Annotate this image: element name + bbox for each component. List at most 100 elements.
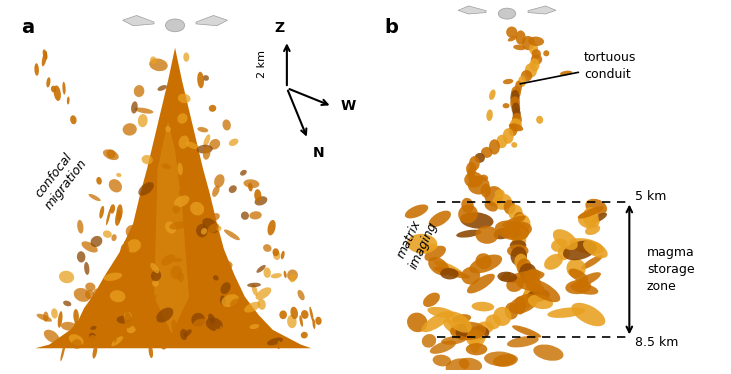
Ellipse shape <box>131 101 137 114</box>
Ellipse shape <box>58 311 63 328</box>
Ellipse shape <box>469 255 502 273</box>
Ellipse shape <box>116 204 123 221</box>
Ellipse shape <box>461 267 480 285</box>
Ellipse shape <box>469 156 480 171</box>
Ellipse shape <box>141 254 146 266</box>
Ellipse shape <box>578 213 599 229</box>
Ellipse shape <box>99 206 105 219</box>
Ellipse shape <box>229 185 237 193</box>
Ellipse shape <box>77 251 86 263</box>
Ellipse shape <box>486 109 493 121</box>
Ellipse shape <box>109 179 122 193</box>
Ellipse shape <box>502 215 526 227</box>
Ellipse shape <box>214 329 221 336</box>
Ellipse shape <box>485 315 501 329</box>
Ellipse shape <box>591 213 607 223</box>
Ellipse shape <box>157 85 167 91</box>
Ellipse shape <box>162 163 170 169</box>
Ellipse shape <box>560 71 572 76</box>
Ellipse shape <box>257 299 266 310</box>
Ellipse shape <box>149 58 167 71</box>
Ellipse shape <box>407 313 428 332</box>
Ellipse shape <box>149 314 156 327</box>
Ellipse shape <box>525 63 537 78</box>
Ellipse shape <box>152 280 159 287</box>
Ellipse shape <box>572 272 601 288</box>
Ellipse shape <box>124 312 132 320</box>
Ellipse shape <box>509 294 539 314</box>
Ellipse shape <box>84 262 89 275</box>
Ellipse shape <box>279 310 287 319</box>
Ellipse shape <box>191 263 206 269</box>
Ellipse shape <box>222 340 234 347</box>
Ellipse shape <box>180 329 188 340</box>
Ellipse shape <box>233 318 240 331</box>
Ellipse shape <box>124 312 132 328</box>
Ellipse shape <box>513 45 526 50</box>
Ellipse shape <box>211 330 221 340</box>
Ellipse shape <box>300 315 303 327</box>
Ellipse shape <box>477 321 493 333</box>
Ellipse shape <box>526 279 540 299</box>
Ellipse shape <box>139 265 156 272</box>
Ellipse shape <box>53 85 61 101</box>
Ellipse shape <box>551 239 567 252</box>
Ellipse shape <box>570 283 599 295</box>
Ellipse shape <box>510 240 526 251</box>
Polygon shape <box>123 15 154 26</box>
Ellipse shape <box>183 311 188 328</box>
Ellipse shape <box>569 269 588 282</box>
Ellipse shape <box>142 155 153 164</box>
Ellipse shape <box>93 288 99 296</box>
Ellipse shape <box>110 204 115 214</box>
Ellipse shape <box>103 149 119 160</box>
Ellipse shape <box>456 230 482 237</box>
Ellipse shape <box>405 205 428 218</box>
Ellipse shape <box>224 230 240 240</box>
Text: W: W <box>341 99 356 113</box>
Ellipse shape <box>170 266 182 279</box>
Ellipse shape <box>243 179 260 188</box>
Ellipse shape <box>238 329 241 338</box>
Ellipse shape <box>209 105 216 112</box>
Ellipse shape <box>203 147 211 160</box>
Text: 2 km: 2 km <box>257 50 268 78</box>
Ellipse shape <box>446 312 471 332</box>
Ellipse shape <box>178 272 184 282</box>
Ellipse shape <box>544 254 563 270</box>
Ellipse shape <box>422 334 436 348</box>
Ellipse shape <box>163 325 170 340</box>
Ellipse shape <box>254 196 268 206</box>
Ellipse shape <box>248 183 253 191</box>
Ellipse shape <box>205 303 214 311</box>
Ellipse shape <box>208 313 215 324</box>
Ellipse shape <box>569 238 605 254</box>
Ellipse shape <box>433 267 470 279</box>
Ellipse shape <box>183 52 189 62</box>
Ellipse shape <box>173 205 180 214</box>
Ellipse shape <box>495 189 504 197</box>
Ellipse shape <box>111 336 123 346</box>
Ellipse shape <box>178 163 183 175</box>
Ellipse shape <box>135 108 154 114</box>
Ellipse shape <box>73 309 79 323</box>
Ellipse shape <box>89 333 96 340</box>
Ellipse shape <box>527 289 550 302</box>
Ellipse shape <box>251 284 257 296</box>
Ellipse shape <box>510 246 527 266</box>
Ellipse shape <box>529 43 538 54</box>
Ellipse shape <box>44 330 59 343</box>
Ellipse shape <box>154 323 159 332</box>
Ellipse shape <box>531 54 542 65</box>
Ellipse shape <box>178 188 185 196</box>
Ellipse shape <box>480 175 488 181</box>
Ellipse shape <box>111 234 117 241</box>
Ellipse shape <box>116 173 121 177</box>
Ellipse shape <box>523 269 541 281</box>
Ellipse shape <box>586 199 607 215</box>
Ellipse shape <box>209 139 220 150</box>
Ellipse shape <box>202 75 209 81</box>
Ellipse shape <box>37 314 52 322</box>
Ellipse shape <box>201 228 207 234</box>
Ellipse shape <box>228 314 235 321</box>
